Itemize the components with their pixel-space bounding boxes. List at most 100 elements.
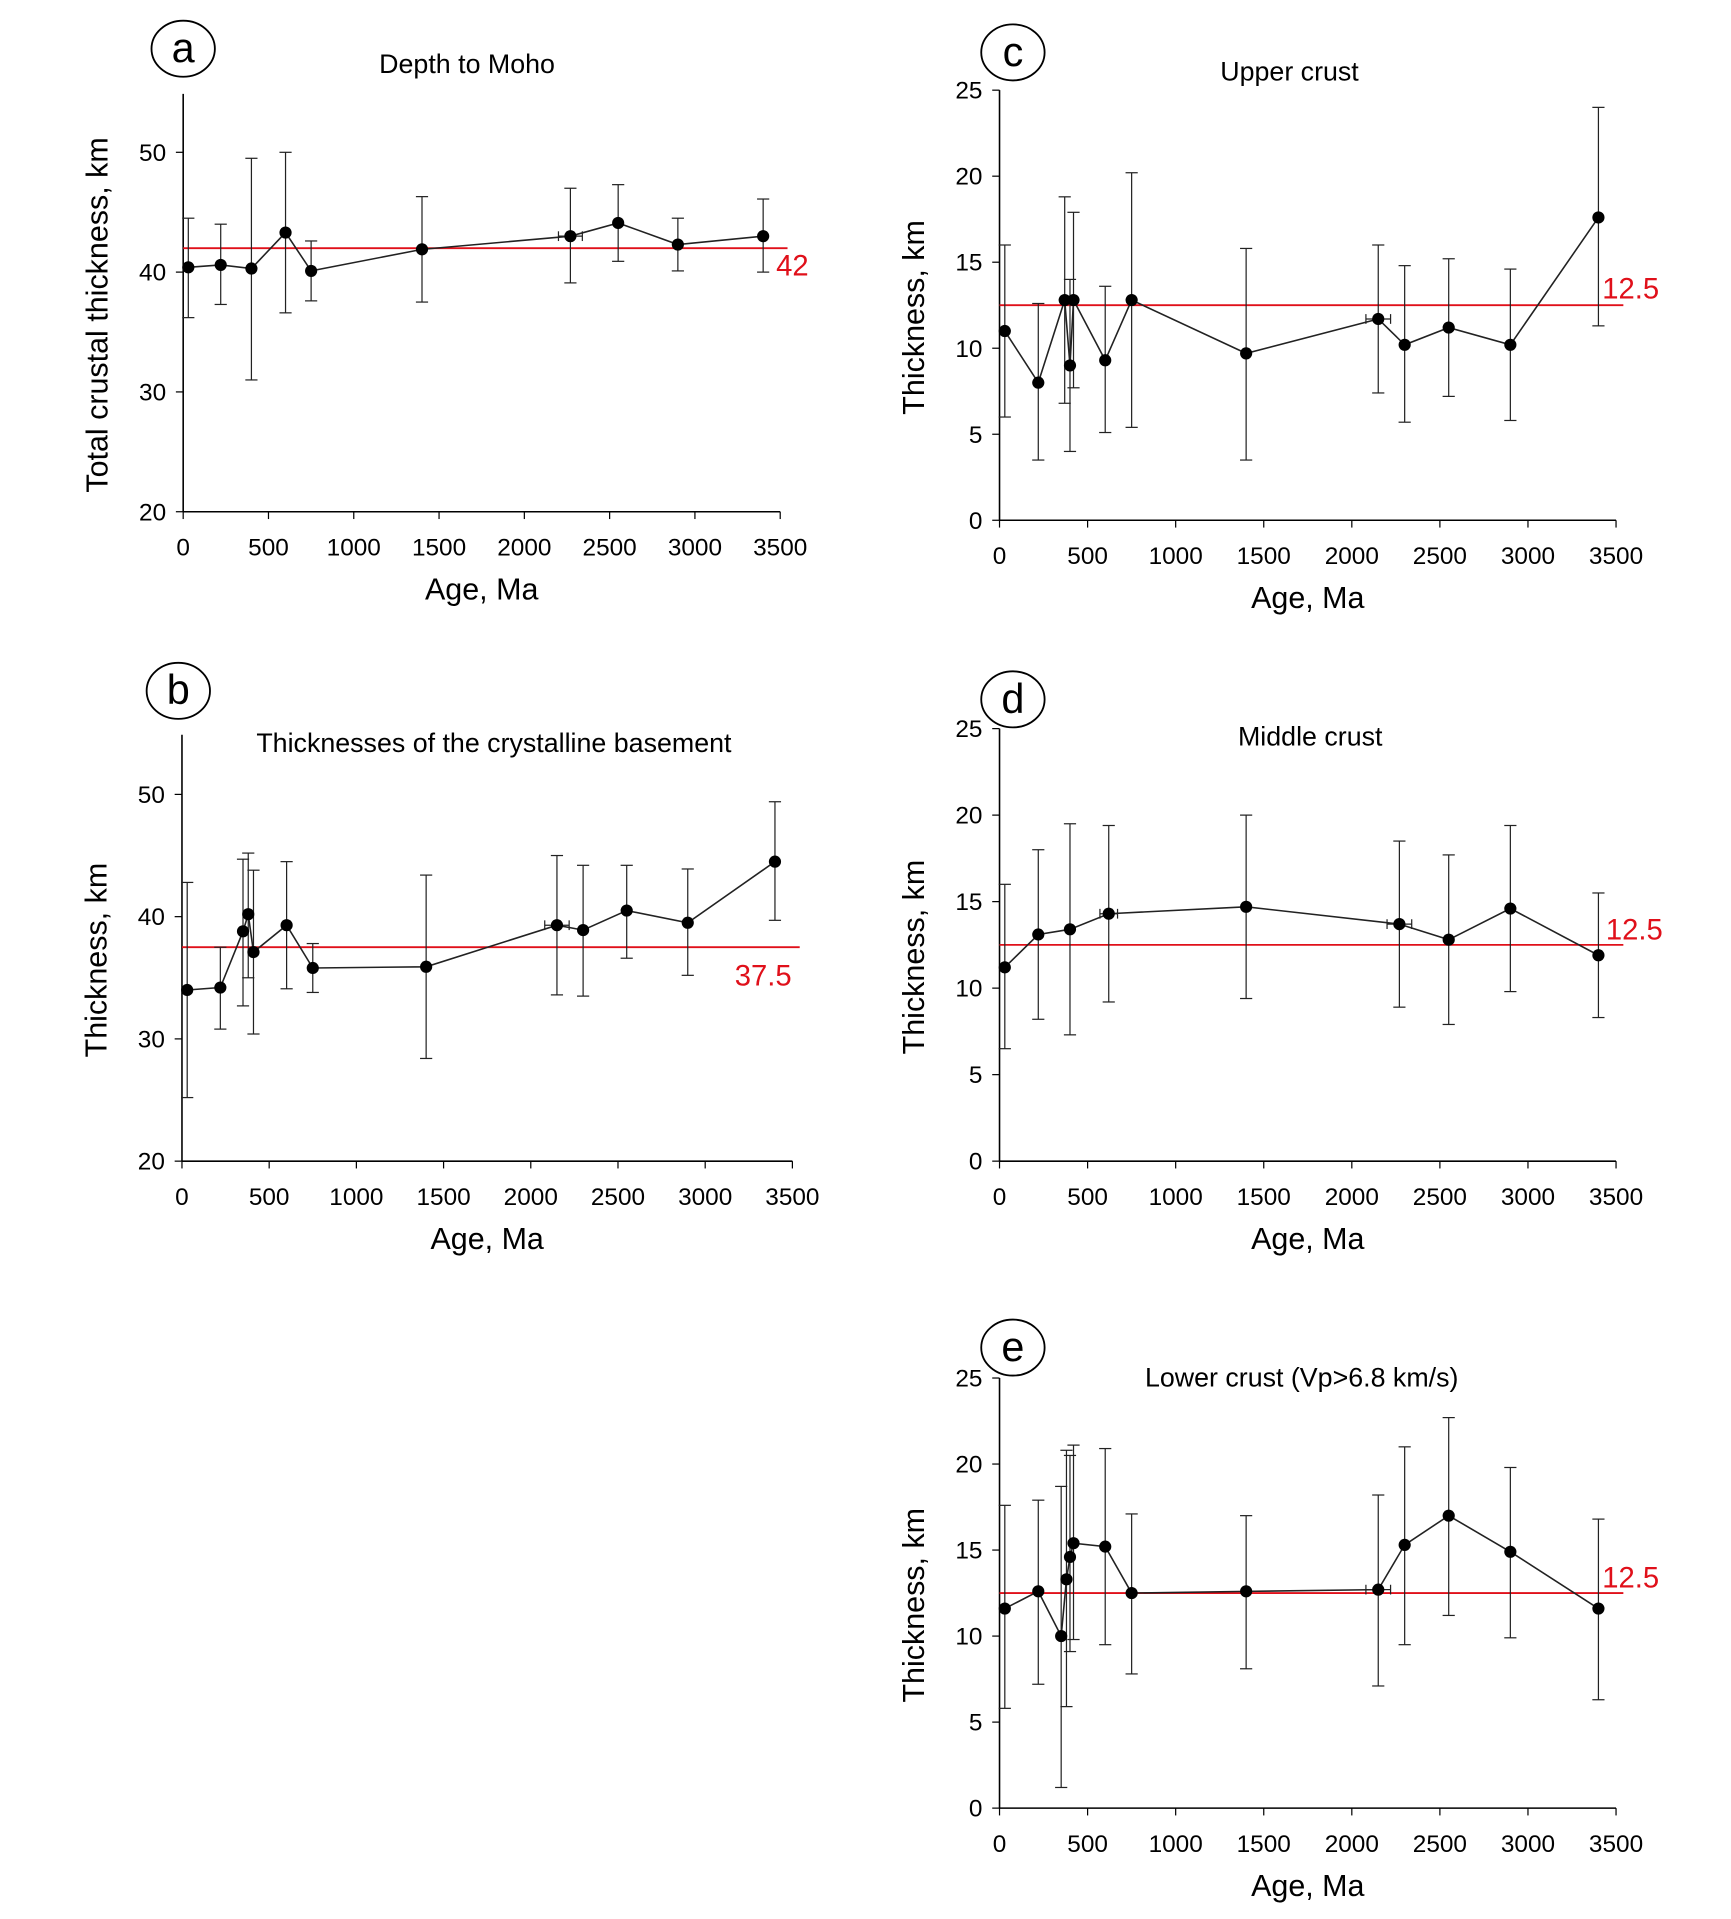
y-tick-label: 5: [969, 422, 983, 449]
x-tick-label: 2000: [497, 535, 551, 562]
y-tick-label: 0: [969, 1149, 983, 1176]
x-tick-label: 1000: [1149, 543, 1203, 570]
x-tick-label: 3500: [1589, 543, 1643, 570]
panel-letter: b: [167, 667, 190, 713]
data-point: [1032, 928, 1045, 941]
data-point: [1240, 347, 1253, 360]
data-point: [182, 261, 195, 274]
data-point: [998, 961, 1011, 974]
data-point: [1032, 1585, 1045, 1598]
chart-title: Upper crust: [1220, 56, 1359, 86]
data-point: [577, 924, 590, 937]
panel-badge: [980, 1318, 1046, 1377]
data-point: [214, 981, 227, 994]
x-tick-label: 500: [1067, 1184, 1108, 1211]
data-point: [620, 904, 633, 917]
panel-c: c Upper crust 0 500 1000 1500 2000 2500 3000 3500…: [897, 23, 1659, 615]
data-point: [1063, 923, 1077, 936]
x-tick-label: 0: [176, 535, 190, 562]
data-point: [1442, 933, 1455, 946]
data-point: [1372, 312, 1385, 326]
x-tick-label: 1500: [416, 1184, 470, 1211]
y-axis-label: Thickness, km: [897, 220, 931, 415]
x-tick-label: 1500: [1237, 1831, 1291, 1858]
series-line: [1004, 1514, 1599, 1639]
x-tick-label: 500: [1067, 1831, 1108, 1858]
data-point: [214, 258, 227, 272]
data-point: [1067, 1537, 1080, 1550]
mean-label: 12.5: [1602, 274, 1659, 306]
data-point: [1442, 321, 1455, 334]
panel-badge: [145, 661, 211, 720]
data-point: [1372, 1583, 1385, 1596]
x-tick-label: 2500: [1413, 543, 1467, 570]
data-point: [998, 324, 1011, 338]
data-point: [1125, 293, 1138, 307]
y-tick-label: 20: [139, 499, 166, 526]
data-point: [306, 961, 319, 975]
series-line: [188, 222, 764, 272]
x-tick-label: 2500: [1413, 1831, 1467, 1858]
y-axis-label: Thickness, km: [79, 863, 113, 1058]
data-point: [1067, 293, 1080, 307]
chart-title: Thicknesses of the crystalline basement: [256, 728, 732, 758]
data-point: [1055, 1629, 1068, 1643]
data-point: [564, 230, 577, 243]
y-tick-label: 30: [138, 1026, 165, 1053]
y-tick-label: 20: [955, 803, 982, 830]
x-tick-label: 3000: [668, 535, 722, 562]
x-axis-label: Age, Ma: [1251, 1869, 1364, 1903]
y-tick-label: 10: [955, 976, 982, 1003]
data-point: [181, 983, 194, 997]
data-point: [1240, 900, 1253, 913]
x-tick-label: 3500: [1589, 1184, 1643, 1211]
data-point: [280, 919, 293, 932]
data-point: [1592, 211, 1605, 224]
data-point: [1504, 902, 1517, 915]
data-point: [1504, 1545, 1517, 1558]
y-tick-label: 0: [969, 508, 983, 535]
data-point: [1592, 1602, 1605, 1615]
x-tick-label: 3500: [765, 1184, 819, 1211]
x-tick-label: 0: [993, 1184, 1007, 1211]
panel-letter: c: [1003, 29, 1024, 75]
data-point: [1398, 338, 1411, 351]
series-line: [1004, 217, 1600, 385]
y-tick-label: 20: [955, 164, 982, 191]
data-point: [305, 264, 318, 278]
x-axis-label: Age, Ma: [425, 572, 538, 606]
y-tick-label: 15: [955, 889, 982, 916]
data-point: [1398, 1538, 1411, 1551]
y-tick-label: 10: [955, 1624, 982, 1651]
y-tick-label: 5: [969, 1062, 983, 1089]
mean-label: 37.5: [735, 961, 792, 993]
x-axis-label: Age, Ma: [430, 1222, 543, 1256]
mean-label: 12.5: [1602, 1563, 1659, 1595]
y-tick-label: 5: [969, 1710, 983, 1737]
y-tick-label: 50: [138, 782, 165, 809]
data-point: [1063, 359, 1077, 372]
data-point: [681, 916, 694, 929]
data-point: [612, 216, 625, 230]
x-tick-label: 2500: [1413, 1184, 1467, 1211]
panel-a: a Depth to Moho 0 500 1000 1500 2000 2500 3000 35…: [81, 19, 809, 606]
data-point: [1125, 1586, 1138, 1600]
x-tick-label: 500: [249, 1184, 290, 1211]
x-tick-label: 1500: [412, 535, 466, 562]
panel-letter: e: [1001, 1324, 1024, 1370]
y-tick-label: 25: [955, 1366, 982, 1393]
panel-letter: a: [172, 25, 196, 71]
x-tick-label: 3500: [753, 535, 807, 562]
data-point: [1240, 1585, 1253, 1598]
data-point: [242, 908, 255, 921]
x-tick-label: 0: [993, 543, 1007, 570]
data-point: [757, 230, 770, 243]
x-tick-label: 1000: [329, 1184, 383, 1211]
data-point: [1032, 376, 1045, 389]
x-tick-label: 1000: [1149, 1184, 1203, 1211]
x-tick-label: 500: [248, 535, 289, 562]
y-tick-label: 10: [955, 336, 982, 363]
x-tick-label: 3000: [678, 1184, 732, 1211]
y-tick-label: 20: [955, 1452, 982, 1479]
